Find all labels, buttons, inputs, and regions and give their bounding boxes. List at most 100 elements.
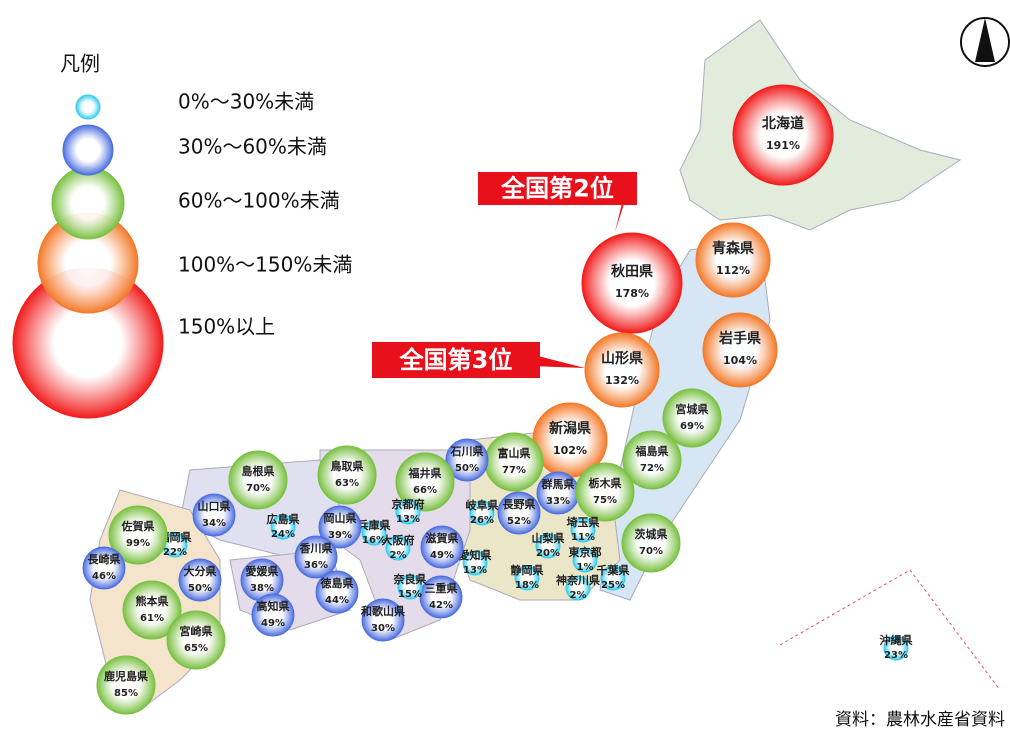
prefecture: 北海道 191% (732, 84, 834, 186)
prefecture-value: 178% (615, 287, 649, 300)
prefecture-name: 千葉県 (597, 563, 630, 577)
prefecture: 埼玉県 11% (567, 515, 600, 543)
prefecture-name: 広島県 (267, 512, 300, 526)
prefecture-name: 高知県 (257, 599, 290, 613)
bubble (445, 438, 489, 482)
bubble (581, 232, 683, 334)
bubble (96, 655, 156, 715)
bubble (420, 525, 464, 569)
legend-title: 凡例 (60, 52, 100, 76)
prefecture: 大阪府 2% (382, 533, 415, 561)
prefecture-value: 49% (261, 618, 285, 629)
prefecture: 愛知県 13% (459, 548, 492, 576)
prefecture-value: 16% (362, 535, 386, 546)
bubble (702, 312, 778, 388)
bubble (622, 430, 682, 490)
prefecture: 愛媛県 38% (240, 558, 284, 602)
prefecture-name: 滋賀県 (426, 531, 459, 545)
prefecture-value: 61% (140, 613, 164, 624)
bubble (397, 574, 423, 600)
prefecture-name: 愛知県 (459, 548, 492, 562)
bubble (395, 499, 421, 525)
prefecture-value: 33% (546, 496, 570, 507)
prefecture-value: 23% (884, 650, 908, 661)
callout-text: 全国第2位 (500, 175, 614, 203)
inset-box (775, 565, 1005, 685)
bubble (883, 635, 909, 661)
bubble (192, 493, 236, 537)
prefecture: 静岡県 18% (511, 563, 544, 591)
callout-pointer (530, 354, 585, 368)
prefecture: 福井県 66% (395, 452, 455, 512)
prefecture-value: 49% (430, 550, 454, 561)
prefecture-name: 鳥取県 (331, 459, 364, 473)
prefecture: 宮城県 69% (662, 388, 722, 448)
source: 資料：農林水産省資料 (835, 710, 1005, 730)
prefecture-value: 38% (250, 583, 274, 594)
prefecture: 栃木県 75% (575, 462, 635, 522)
prefecture: 三重県 42% (419, 575, 463, 619)
prefecture-name: 和歌山県 (361, 604, 405, 618)
prefecture-value: 2% (570, 590, 587, 601)
prefecture-value: 63% (335, 478, 359, 489)
prefecture: 大分県 50% (178, 558, 222, 602)
prefecture-name: 静岡県 (511, 563, 544, 577)
prefecture: 福島県 72% (622, 430, 682, 490)
prefecture-name: 茨城県 (635, 527, 668, 541)
bubble (294, 535, 338, 579)
prefecture-name: 奈良県 (393, 572, 427, 586)
prefecture-value: 2% (390, 550, 407, 561)
prefecture: 徳島県 44% (315, 570, 359, 614)
prefecture-name: 徳島県 (320, 576, 354, 590)
prefecture: 鹿児島県 85% (96, 655, 156, 715)
bubble (166, 610, 226, 670)
prefecture-value: 34% (202, 518, 226, 529)
prefecture-value: 85% (114, 688, 138, 699)
prefecture-name: 京都府 (392, 497, 425, 511)
legend-swatch (62, 124, 114, 176)
prefecture-value: 39% (328, 530, 352, 541)
prefecture-name: 佐賀県 (121, 519, 155, 533)
prefecture: 秋田県 178% (581, 232, 683, 334)
prefecture-name: 群馬県 (541, 477, 575, 491)
prefecture-name: 富山県 (498, 446, 531, 460)
bubble (462, 550, 488, 576)
prefecture-name: 福井県 (408, 466, 442, 480)
bubble (361, 520, 387, 546)
bubble (317, 445, 377, 505)
bubble (570, 517, 596, 543)
prefecture: 茨城県 70% (621, 513, 681, 573)
bubble (535, 533, 561, 559)
bubble (575, 462, 635, 522)
prefecture-value: 11% (571, 532, 595, 543)
prefecture-name: 山形県 (601, 350, 643, 367)
prefecture: 沖縄県 23% (880, 633, 913, 661)
north-arrow (960, 17, 1010, 67)
bubble (695, 222, 771, 298)
prefecture: 富山県 77% (484, 432, 544, 492)
prefecture-name: 北海道 (762, 115, 804, 132)
prefecture-value: 24% (271, 529, 295, 540)
prefecture-value: 70% (246, 483, 270, 494)
prefecture-name: 鹿児島県 (104, 669, 148, 683)
bubble (82, 546, 126, 590)
bubble (565, 575, 591, 601)
prefecture: 鳥取県 63% (317, 445, 377, 505)
prefecture-name: 新潟県 (549, 420, 591, 437)
prefecture-name: 三重県 (425, 581, 458, 595)
legend-label: 30%～60%未満 (178, 135, 327, 159)
bubble (361, 598, 405, 642)
prefecture-value: 112% (716, 264, 750, 277)
prefecture-value: 13% (463, 565, 487, 576)
bubble (497, 491, 541, 535)
bubble (122, 580, 182, 640)
bubble (228, 450, 288, 510)
prefecture: 奈良県 15% (393, 572, 427, 600)
prefecture-name: 山口県 (198, 499, 231, 513)
prefecture-value: 66% (413, 485, 437, 496)
prefecture: 山口県 34% (192, 493, 236, 537)
prefecture-value: 44% (325, 595, 349, 606)
prefecture-value: 72% (640, 463, 664, 474)
prefecture: 熊本県 61% (122, 580, 182, 640)
prefecture-value: 69% (680, 421, 704, 432)
